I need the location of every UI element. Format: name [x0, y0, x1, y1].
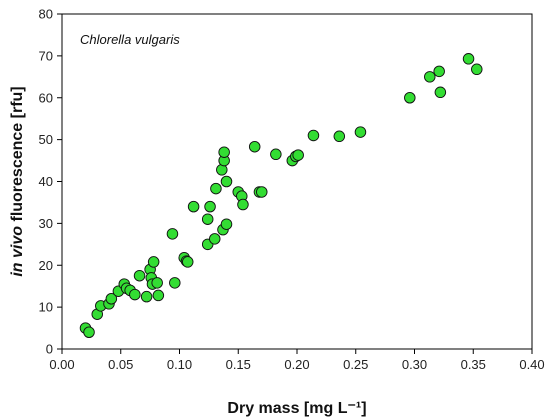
x-tick-label: 0.05 — [108, 357, 133, 372]
y-tick-label: 40 — [39, 174, 53, 189]
y-tick-label: 80 — [39, 7, 53, 22]
data-point — [83, 326, 95, 339]
y-tick-label: 10 — [39, 300, 53, 315]
x-tick-label: 0.00 — [49, 357, 74, 372]
data-point — [471, 63, 483, 76]
data-point — [204, 200, 216, 213]
data-point — [248, 140, 261, 153]
data-point — [333, 130, 346, 143]
x-tick-label: 0.40 — [519, 357, 544, 372]
data-point — [133, 269, 146, 282]
data-point — [434, 86, 447, 99]
y-axis-title: in vivo fluorescence [rfu] — [9, 86, 26, 276]
data-point — [187, 200, 200, 213]
data-point — [218, 146, 230, 158]
x-tick-label: 0.20 — [284, 357, 309, 372]
data-point — [166, 228, 179, 240]
x-tick-label: 0.10 — [167, 357, 192, 372]
data-point — [169, 277, 181, 289]
plot-frame — [61, 13, 533, 350]
data-point — [147, 256, 160, 268]
data-point — [404, 91, 416, 104]
data-point — [237, 198, 249, 211]
data-point — [256, 186, 268, 198]
data-point — [270, 148, 282, 161]
ticks: 0.00 0.05 0.10 0.15 0.20 0.25 0.30 0.35 0.40 0 10 2… — [39, 7, 545, 373]
data-point — [424, 71, 436, 83]
data-point — [292, 149, 304, 161]
x-tick-label: 0.25 — [343, 357, 368, 372]
y-axis-title-italic: in vivo — [9, 226, 26, 277]
data-point — [307, 129, 320, 142]
data-point — [208, 233, 221, 245]
y-tick-label: 30 — [39, 216, 53, 231]
data-point — [220, 218, 233, 230]
x-tick-label: 0.15 — [226, 357, 251, 372]
data-point — [129, 288, 141, 301]
species-annotation: Chlorella vulgaris — [80, 32, 180, 47]
x-tick-label: 0.30 — [402, 357, 427, 372]
y-tick-label: 0 — [46, 342, 53, 357]
x-axis-title: Dry mass [mg L⁻¹] — [227, 400, 366, 417]
data-point — [181, 256, 194, 268]
data-point — [354, 126, 367, 138]
y-tick-label: 60 — [39, 90, 53, 105]
y-tick-label: 50 — [39, 132, 53, 147]
data-point — [105, 293, 118, 305]
data-points — [79, 53, 483, 339]
data-point — [462, 53, 475, 65]
data-point — [220, 175, 233, 188]
data-point — [210, 182, 222, 195]
data-point — [152, 289, 165, 302]
data-point — [433, 65, 445, 78]
y-tick-label: 70 — [39, 48, 53, 63]
y-tick-label: 20 — [39, 258, 53, 273]
y-axis-title-rest: fluorescence [rfu] — [9, 86, 26, 226]
x-tick-label: 0.35 — [461, 357, 486, 372]
data-point — [151, 277, 163, 289]
data-point — [140, 290, 153, 303]
data-point — [201, 213, 214, 225]
